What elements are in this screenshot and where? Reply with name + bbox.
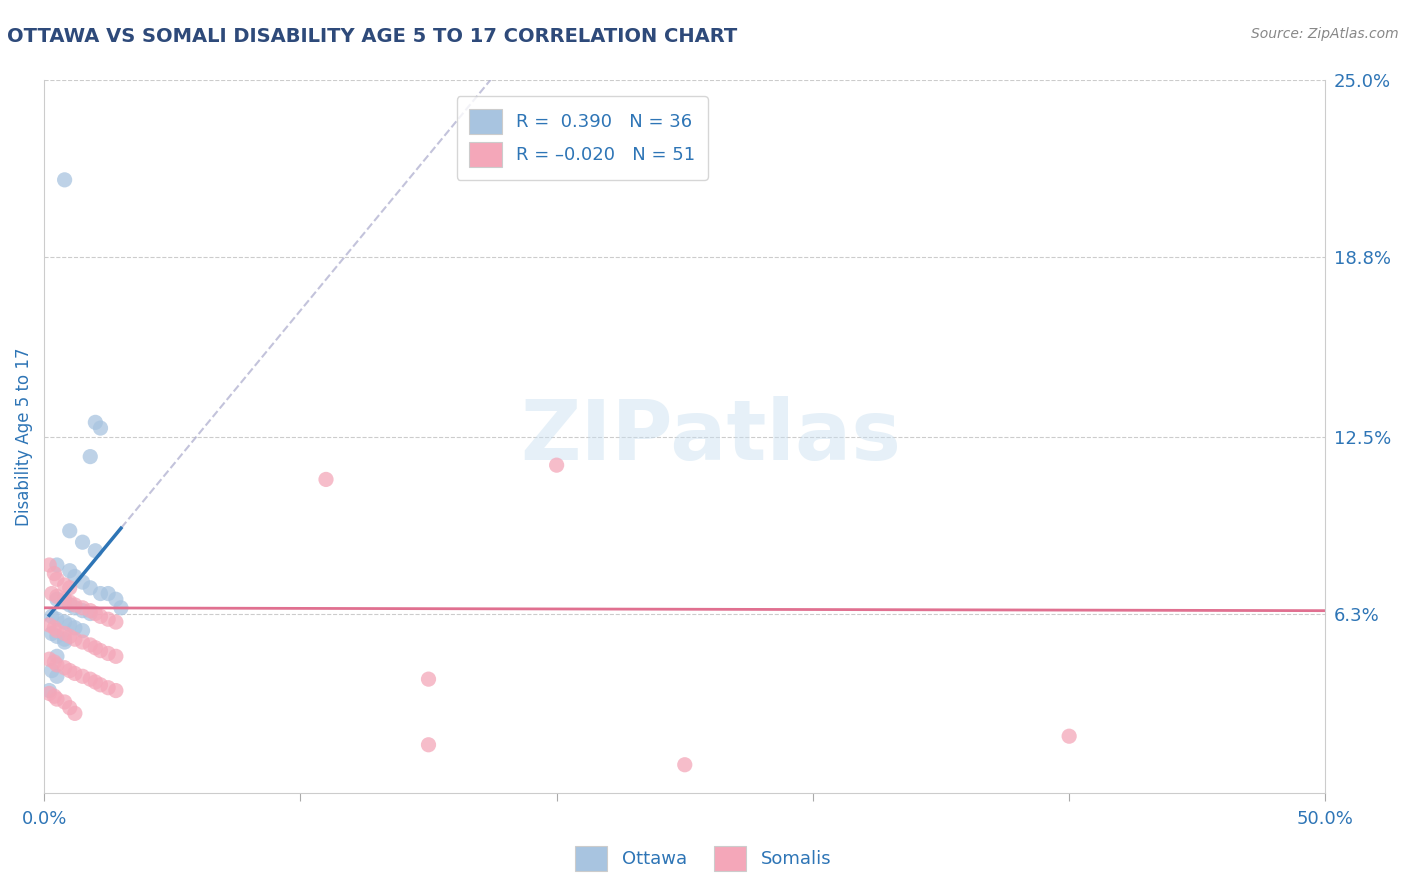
Text: OTTAWA VS SOMALI DISABILITY AGE 5 TO 17 CORRELATION CHART: OTTAWA VS SOMALI DISABILITY AGE 5 TO 17 … [7, 27, 737, 45]
Point [53, 626, 76, 640]
Point [53, 632, 76, 647]
Point [41, 664, 63, 678]
Point [59, 581, 82, 595]
Point [89, 609, 111, 624]
Point [53, 592, 76, 607]
Point [45, 592, 67, 607]
Point [63, 632, 86, 647]
Point [53, 615, 76, 629]
Point [63, 600, 86, 615]
Point [104, 649, 127, 664]
Point [59, 524, 82, 538]
Point [63, 666, 86, 681]
Point [89, 586, 111, 600]
Point [72, 600, 94, 615]
Point [79, 581, 101, 595]
Point [97, 586, 120, 600]
Point [97, 647, 120, 661]
Point [72, 604, 94, 618]
Point [59, 618, 82, 632]
Point [38, 686, 60, 700]
Point [418, 672, 440, 686]
Point [84, 543, 107, 558]
Point [63, 598, 86, 612]
Point [84, 607, 107, 621]
Point [45, 572, 67, 586]
Point [45, 612, 67, 626]
Point [84, 640, 107, 655]
Point [104, 683, 127, 698]
Point [45, 669, 67, 683]
Point [38, 652, 60, 666]
Point [44, 655, 66, 669]
Point [79, 450, 101, 464]
Point [45, 590, 67, 604]
Point [97, 612, 120, 626]
Legend: R =  0.390   N = 36, R = –0.020   N = 51: R = 0.390 N = 36, R = –0.020 N = 51 [457, 96, 709, 179]
Point [53, 578, 76, 592]
Point [59, 564, 82, 578]
Point [104, 592, 127, 607]
Point [546, 458, 568, 472]
Point [418, 738, 440, 752]
Point [79, 604, 101, 618]
Point [72, 575, 94, 590]
Point [41, 586, 63, 600]
Point [45, 624, 67, 638]
Point [44, 566, 66, 581]
Point [104, 615, 127, 629]
Point [79, 638, 101, 652]
Point [89, 643, 111, 657]
Point [53, 695, 76, 709]
Legend: Ottawa, Somalis: Ottawa, Somalis [568, 838, 838, 879]
Point [72, 669, 94, 683]
Text: Source: ZipAtlas.com: Source: ZipAtlas.com [1251, 27, 1399, 41]
Point [53, 635, 76, 649]
Point [41, 626, 63, 640]
Point [45, 558, 67, 572]
Point [41, 609, 63, 624]
Point [63, 569, 86, 583]
Point [59, 700, 82, 714]
Point [89, 421, 111, 435]
Point [59, 598, 82, 612]
Point [45, 692, 67, 706]
Point [45, 629, 67, 643]
Point [89, 678, 111, 692]
Point [315, 472, 337, 486]
Point [72, 535, 94, 549]
Point [110, 600, 132, 615]
Text: ZIPatlas: ZIPatlas [520, 396, 901, 477]
Point [53, 661, 76, 675]
Point [53, 595, 76, 609]
Point [673, 757, 696, 772]
Point [45, 657, 67, 672]
Point [72, 635, 94, 649]
Point [59, 629, 82, 643]
Point [63, 621, 86, 635]
Point [97, 681, 120, 695]
Point [45, 649, 67, 664]
Point [44, 621, 66, 635]
Point [53, 173, 76, 187]
Point [79, 607, 101, 621]
Point [38, 683, 60, 698]
Point [63, 706, 86, 721]
Point [84, 675, 107, 690]
Point [38, 618, 60, 632]
Point [72, 624, 94, 638]
Point [44, 690, 66, 704]
Point [59, 664, 82, 678]
Point [79, 672, 101, 686]
Point [59, 595, 82, 609]
Point [84, 415, 107, 429]
Y-axis label: Disability Age 5 to 17: Disability Age 5 to 17 [15, 347, 32, 526]
Point [38, 558, 60, 572]
Point [1057, 729, 1080, 743]
